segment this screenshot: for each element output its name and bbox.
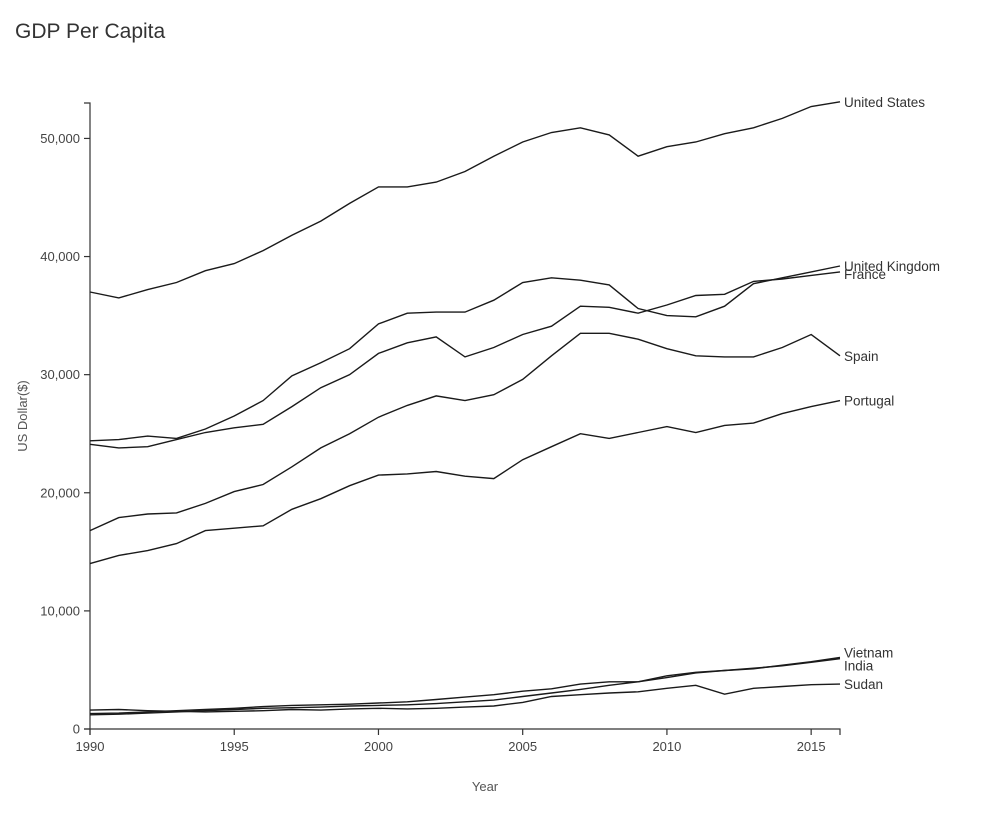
x-tick-label: 2015 xyxy=(797,739,826,754)
series-line-vietnam xyxy=(89,656,841,715)
series-line-spain xyxy=(89,332,841,532)
series-line-united-kingdom xyxy=(89,265,841,442)
y-axis-title: US Dollar($) xyxy=(15,380,30,452)
y-tick-label: 50,000 xyxy=(40,131,80,146)
series-line-portugal xyxy=(89,399,841,565)
series-label-india: India xyxy=(844,659,874,674)
series-line-united-states xyxy=(89,101,841,299)
y-axis: 0 10,000 20,000 30,000 40,000 50,000 xyxy=(40,102,91,737)
y-tick-label: 20,000 xyxy=(40,485,80,500)
x-tick-label: 1990 xyxy=(76,739,105,754)
y-tick-label: 30,000 xyxy=(40,367,80,382)
x-tick-label: 2000 xyxy=(364,739,393,754)
y-tick-label: 40,000 xyxy=(40,249,80,264)
y-axis-line xyxy=(84,102,91,730)
y-tick-label: 0 xyxy=(73,722,80,737)
x-tick-label: 1995 xyxy=(220,739,249,754)
x-tick-label: 2010 xyxy=(652,739,681,754)
x-axis-title: Year xyxy=(472,779,499,794)
series-label-vietnam: Vietnam xyxy=(844,646,893,661)
y-tick-label: 10,000 xyxy=(40,603,80,618)
series-line-france xyxy=(89,271,841,449)
chart-title: GDP Per Capita xyxy=(15,20,166,43)
x-axis: 1990 1995 2000 2005 2010 2015 xyxy=(76,728,841,754)
x-tick-label: 2005 xyxy=(508,739,537,754)
series-line-sudan xyxy=(89,683,841,713)
series-label-sudan: Sudan xyxy=(844,677,883,692)
series-label-united-states: United States xyxy=(844,95,925,110)
series-label-united-kingdom: United Kingdom xyxy=(844,259,940,274)
series-label-spain: Spain xyxy=(844,349,879,364)
series-label-france: France xyxy=(844,267,886,282)
x-axis-line xyxy=(89,728,841,735)
series-label-portugal: Portugal xyxy=(844,394,894,409)
series-lines xyxy=(89,101,841,716)
series-line-india xyxy=(89,658,841,716)
